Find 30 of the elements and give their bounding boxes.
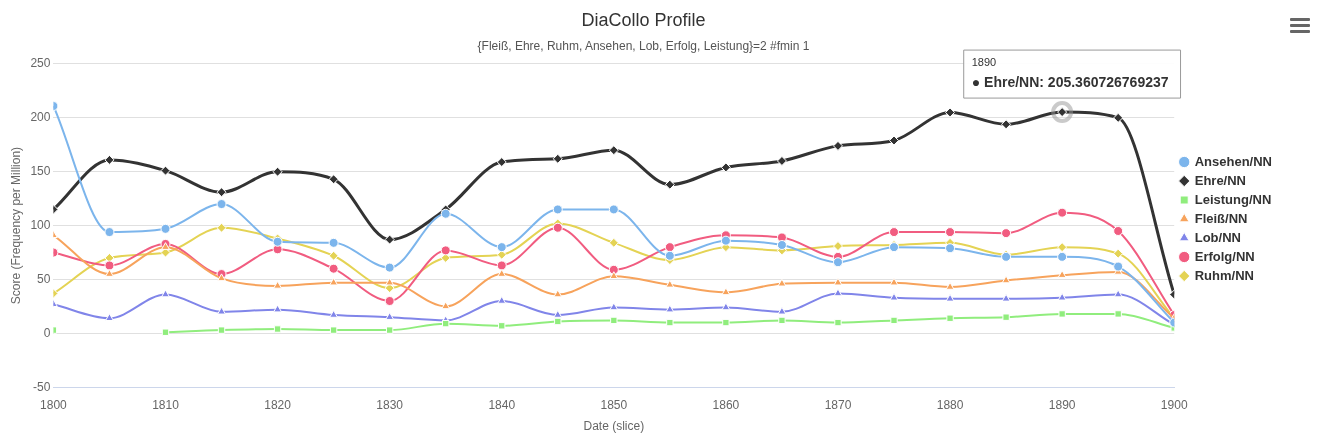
x-tick-label: 1880 <box>936 397 964 412</box>
chart-title: DiaCollo Profile <box>581 9 706 30</box>
x-tick-label: 1840 <box>488 397 516 412</box>
y-tick-label: 0 <box>43 325 51 340</box>
chart-subtitle: {Fleiß, Ehre, Ruhm, Ansehen, Lob, Erfolg, Leistung}=2 #fmin 1 <box>477 39 810 54</box>
x-axis-title: Date (slice) <box>583 419 645 434</box>
y-tick-label: 250 <box>30 56 51 71</box>
x-tick-label: 1800 <box>40 397 68 412</box>
x-tick-label: 1860 <box>712 397 740 412</box>
x-tick-label: 1890 <box>1048 397 1076 412</box>
y-tick-label: 50 <box>37 271 51 286</box>
y-tick-label: 100 <box>30 217 51 232</box>
annotation: 1890 ● Ehre/NN: 205.360726769237 <box>971 56 1169 90</box>
x-tick-label: 1830 <box>376 397 404 412</box>
legend-label: Ansehen/NN <box>1194 153 1273 169</box>
y-tick-label: 200 <box>30 110 51 125</box>
x-tick-label: 1870 <box>824 397 852 412</box>
legend-label: Leistung/NN <box>1194 191 1272 207</box>
legend-label: Ehre/NN <box>1194 172 1247 188</box>
y-tick-label: -50 <box>33 379 51 394</box>
x-tick-label: 1900 <box>1160 397 1188 412</box>
y-axis-title: Score (Frequency per Million) <box>8 146 23 305</box>
y-tick-label: 150 <box>30 164 51 179</box>
x-tick-label: 1820 <box>264 397 292 412</box>
x-tick-label: 1810 <box>152 397 180 412</box>
legend-label: Erfolg/NN <box>1194 248 1255 264</box>
legend-label: Lob/NN <box>1194 229 1241 245</box>
x-tick-label: 1850 <box>600 397 628 412</box>
legend-label: Ruhm/NN <box>1194 267 1254 283</box>
legend-label: Fleiß/NN <box>1194 210 1248 226</box>
